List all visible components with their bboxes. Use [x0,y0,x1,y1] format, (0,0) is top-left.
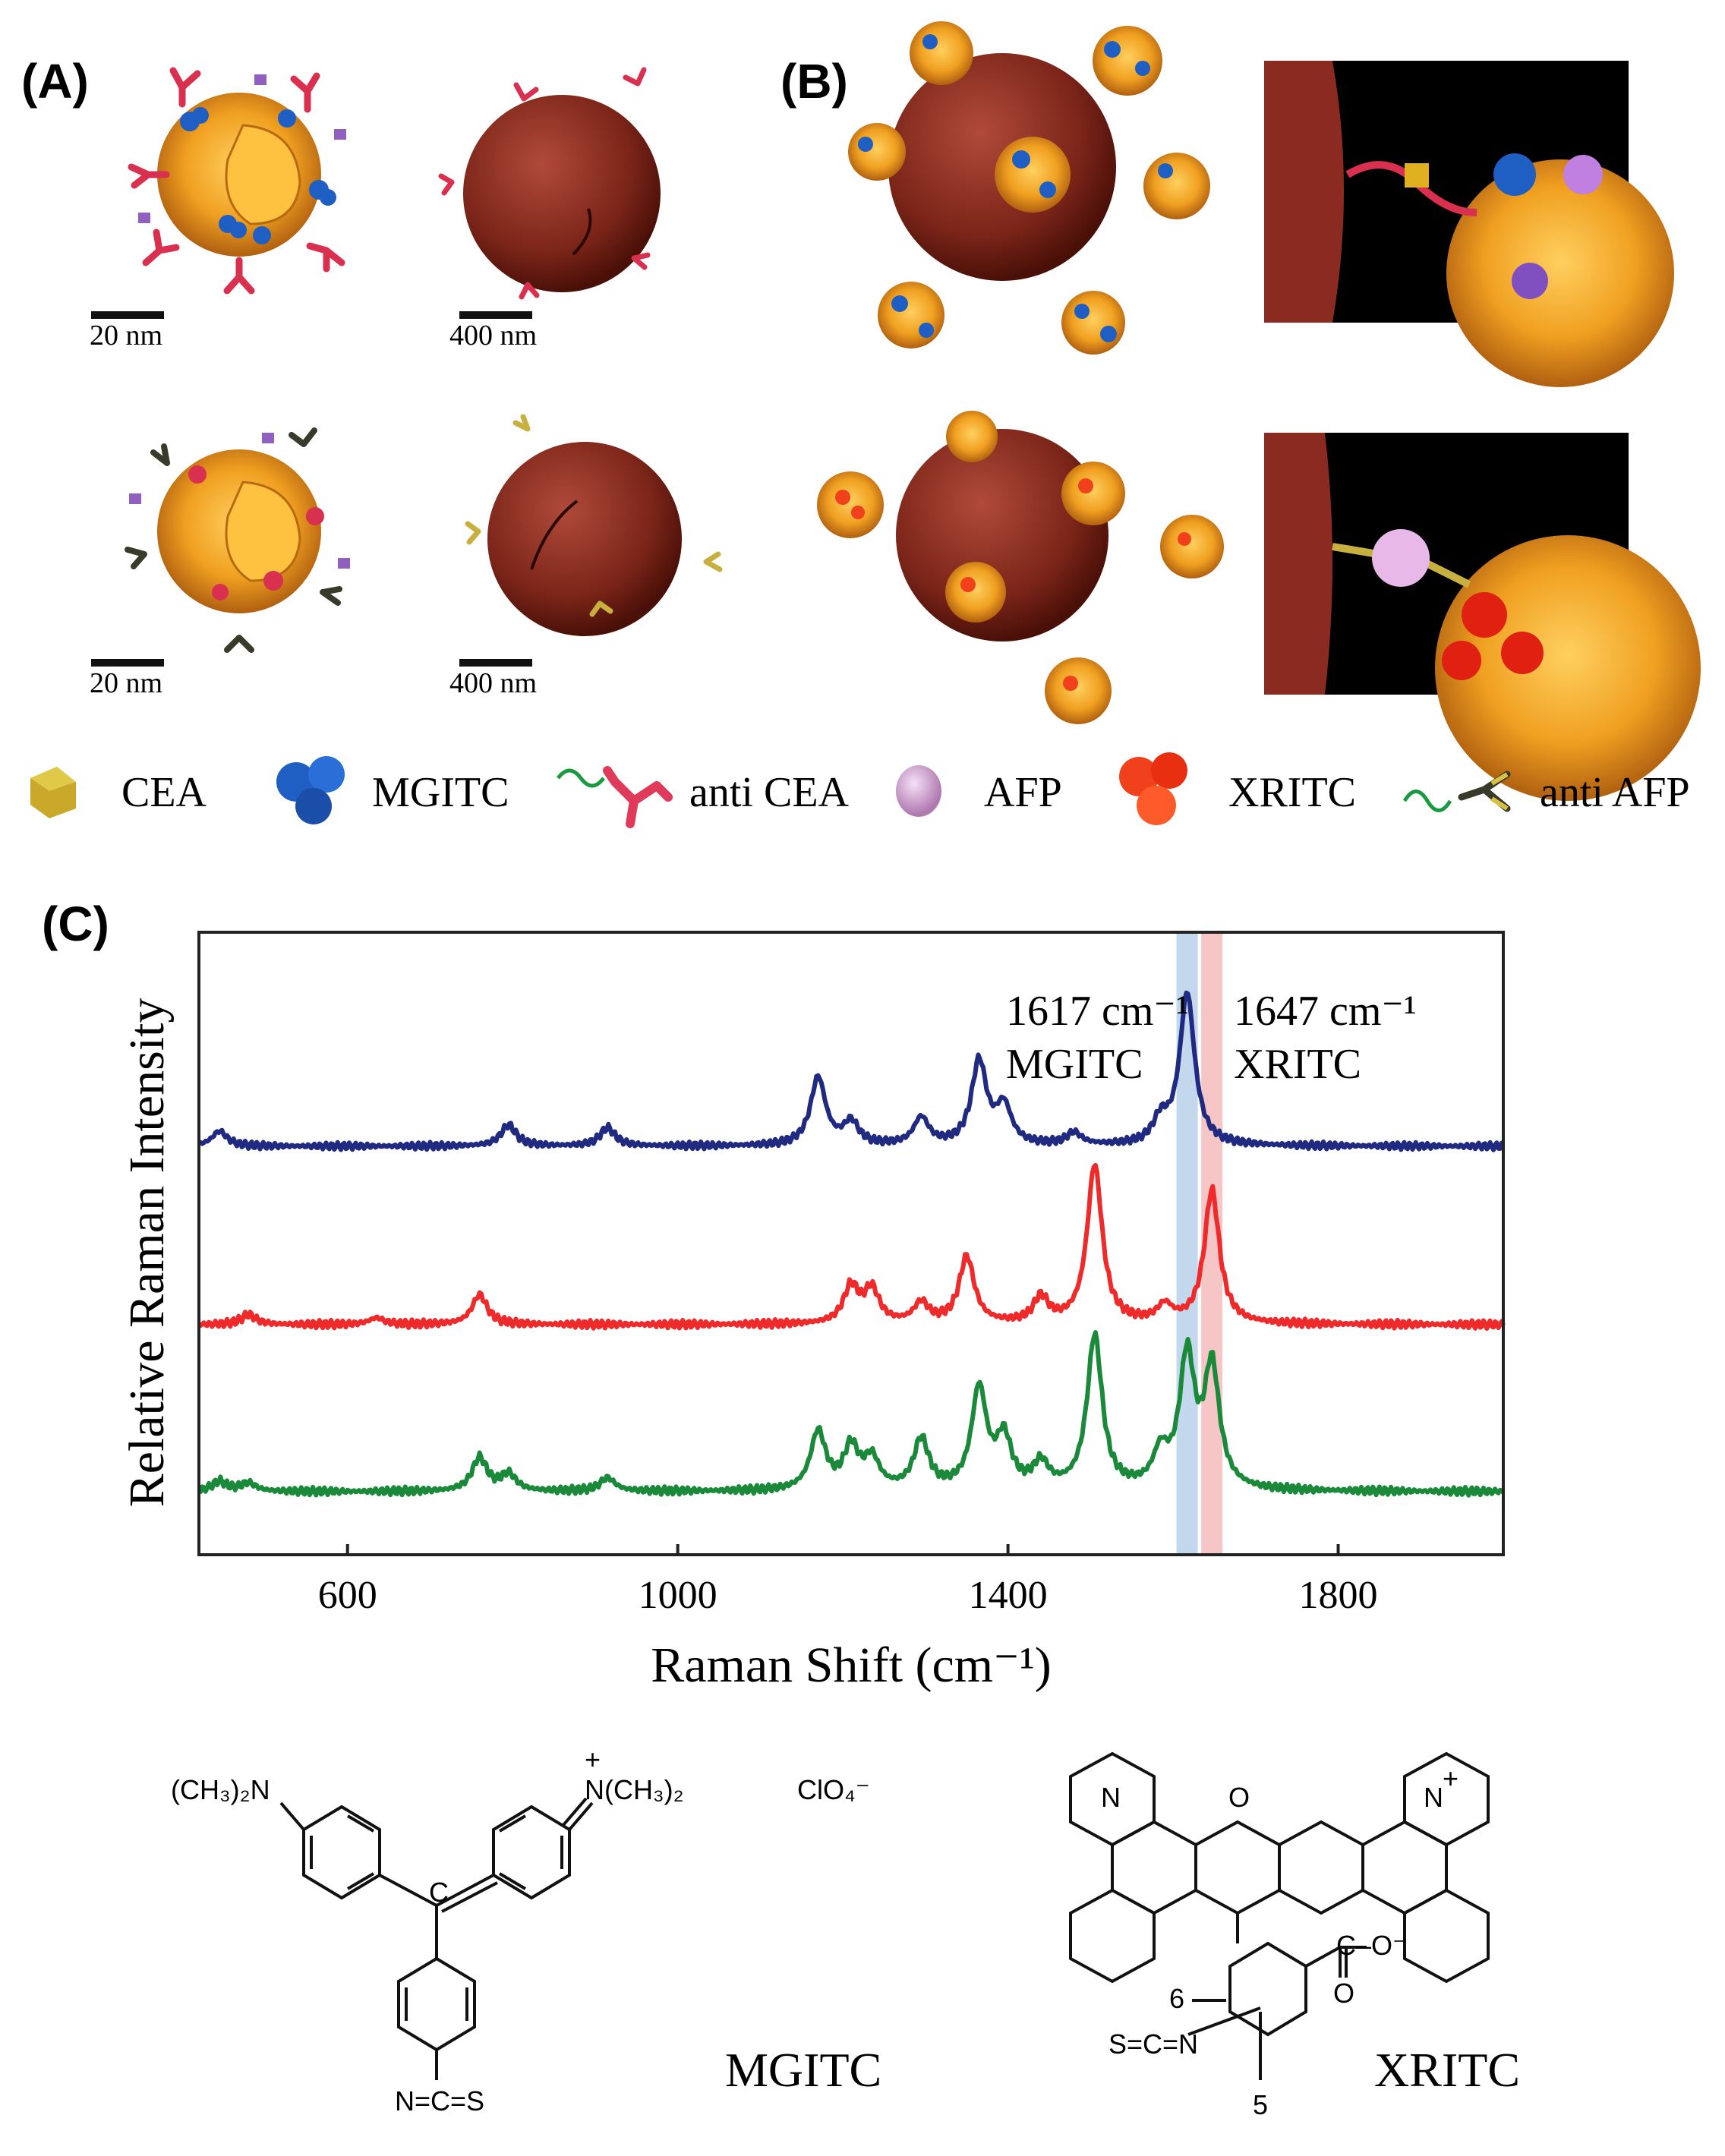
panel-label-a: (A) [21,54,89,109]
legend-label-cea: CEA [121,769,207,816]
scale-bar-nano-top [91,311,164,319]
xritc-right-nitrogen: N [1424,1782,1443,1813]
mgitc-isothiocyanate: N=C=S [395,2085,484,2117]
afp-sphere-icon [896,765,941,817]
xritc-position-5: 5 [1253,2089,1268,2120]
cea-cube-icon [30,767,76,818]
mgitc-cluster-icon [276,756,345,824]
x-tick-label-1800: 1800 [1299,1574,1378,1617]
legend-label-xritc: XRITC [1228,769,1356,816]
xritc-carboxylate: C–O⁻ [1336,1930,1407,1961]
annotation-mgitc: 1617 cm⁻¹ MGITC [1006,988,1189,1088]
x-tick-label-1000: 1000 [639,1574,717,1617]
scale-bar-micro-top [459,311,532,319]
legend-label-anti-cea: anti CEA [689,769,849,816]
annotation-xritc: 1647 cm⁻¹ XRITC [1234,988,1417,1088]
legend-label-mgitc: MGITC [372,769,509,816]
bead-anti-cea-illustration [438,67,661,300]
binding-closeup-top [1264,61,1674,387]
annotation-mgitc-label: MGITC [1006,1041,1143,1088]
mgitc-structure: (CH₃)₂N N(CH₃)₂ + ClO₄⁻ C N=C=S [171,1744,870,2117]
mgitc-right-group: N(CH₃)₂ [585,1774,684,1805]
annotation-xritc-label: XRITC [1234,1041,1361,1088]
mgitc-counter-ion: ClO₄⁻ [797,1774,870,1805]
panel-label-c: (C) [42,897,109,951]
xritc-left-nitrogen: N [1101,1782,1121,1813]
raman-spectra-chart: 600 1000 1400 1800 Relative Raman Intensity… [119,931,1506,1693]
legend-label-anti-afp: anti AFP [1540,769,1690,816]
mgitc-left-group: (CH₃)₂N [171,1774,270,1805]
scale-label-micro-bottom: 400 nm [449,667,538,699]
spectrum-xritc [197,1162,1506,1331]
xritc-plus: + [1443,1763,1459,1794]
binding-closeup-bottom [1264,433,1701,801]
panel-label-b: (B) [781,54,848,109]
nanoparticle-afp-illustration [125,427,350,653]
legend-label-afp: AFP [984,769,1062,816]
mgitc-central-carbon: C [429,1877,449,1908]
annotation-xritc-wavenumber: 1647 cm⁻¹ [1234,988,1417,1035]
xritc-position-6: 6 [1169,1983,1184,2014]
nanoparticle-cea-illustration [128,67,346,295]
xritc-ring-oxygen: O [1228,1782,1250,1813]
scale-bar-micro-bottom [459,659,532,667]
xritc-name: XRITC [1374,2043,1520,2097]
scale-label-micro-top: 400 nm [449,320,538,351]
bead-anti-afp-illustration [465,414,723,636]
xritc-isothiocyanate: S=C=N [1108,2028,1198,2060]
mgitc-name: MGITC [725,2043,882,2097]
xritc-carbonyl: O [1333,1978,1354,2009]
scale-label-nano-bottom: 20 nm [90,667,163,699]
plot-frame [197,931,1505,1556]
scale-label-nano-top: 20 nm [90,320,163,351]
y-axis-label: Relative Raman Intensity [119,998,175,1508]
x-tick-label-600: 600 [318,1574,377,1617]
xritc-cluster-icon [1119,752,1187,825]
x-axis-label: Raman Shift (cm⁻¹) [651,1637,1052,1693]
anti-cea-antibody-icon [557,766,673,828]
scale-bar-nano-bottom [91,659,164,667]
annotation-mgitc-wavenumber: 1617 cm⁻¹ [1006,988,1189,1035]
x-tick-label-1400: 1400 [969,1574,1048,1617]
bead-with-bound-nanoparticles-bottom [817,411,1224,724]
spectrum-mixture [197,1330,1506,1498]
bead-with-bound-nanoparticles-top [848,21,1210,355]
anti-afp-antibody-icon [1402,771,1511,812]
mgitc-plus: + [585,1744,601,1775]
xritc-structure: O N N + C–O⁻ O S=C=N 6 5 [1069,1751,1490,2120]
spectrum-mgitc [197,990,1506,1152]
